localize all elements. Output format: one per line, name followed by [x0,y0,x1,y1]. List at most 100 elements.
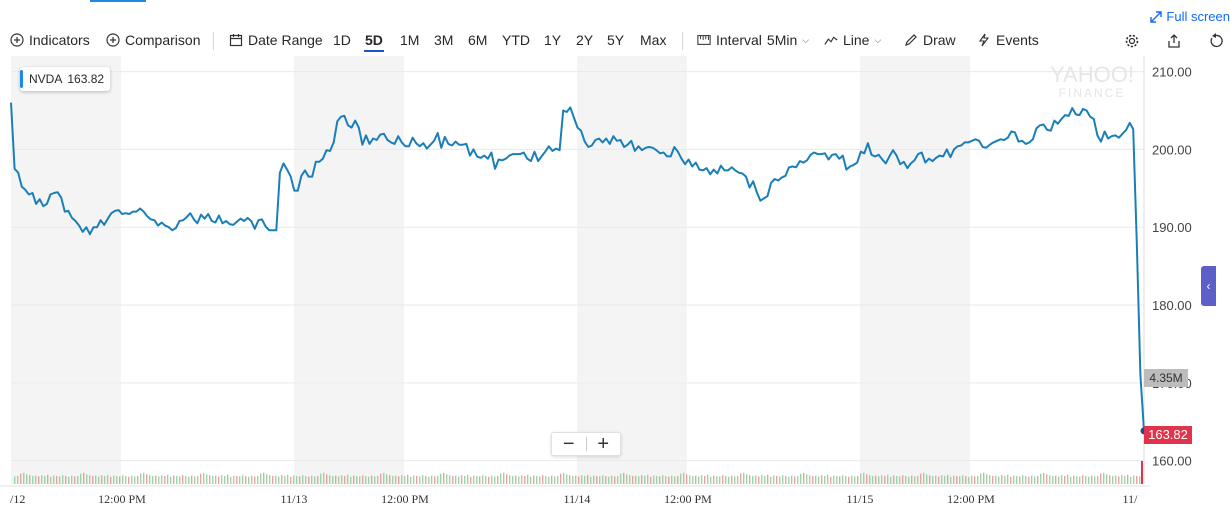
zoom-in-button[interactable]: + [597,433,610,455]
volume-bar [818,476,820,484]
volume-bar [428,476,430,484]
range-3m[interactable]: 3M [434,32,454,48]
volume-bar [1061,475,1063,484]
y-tick-label: 160.00 [1152,454,1192,469]
volume-bar [452,476,454,484]
volume-bar [962,475,964,484]
volume-bar [896,476,898,484]
volume-bar [182,475,184,484]
volume-bar [176,476,178,484]
volume-bar [1040,473,1042,484]
side-panel-toggle[interactable]: ‹ [1201,266,1216,306]
volume-bar [263,472,265,484]
volume-bar [65,476,67,484]
range-6m[interactable]: 6M [468,32,488,48]
volume-bar [1127,474,1129,484]
top-accent-bar [90,0,146,2]
volume-bar [368,476,370,484]
chart-toolbar: Indicators Comparison Date Range 1D 5D 1… [0,28,1230,54]
indicators-button[interactable]: Indicators [10,32,90,48]
volume-bar [503,472,505,484]
volume-bar [512,476,514,484]
volume-bar [578,476,580,484]
volume-bar [875,475,877,484]
events-button[interactable]: Events [977,32,1039,48]
range-1m[interactable]: 1M [400,32,420,48]
share-button[interactable] [1166,33,1182,52]
volume-bar [299,476,301,484]
volume-bar [533,475,535,484]
volume-bar [95,475,97,484]
volume-bar [770,476,772,484]
volume-bar [566,474,568,484]
range-5d[interactable]: 5D [364,32,384,52]
volume-bar [680,473,682,484]
series-legend[interactable]: NVDA 163.82 [20,67,111,91]
reset-button[interactable] [1208,33,1224,52]
volume-bar [941,475,943,484]
volume-bar [599,476,601,484]
range-5y[interactable]: 5Y [607,32,625,48]
volume-bar [1076,476,1078,484]
interval-value: 5Min [766,32,798,48]
volume-bar [323,472,325,484]
volume-bar [371,475,373,484]
full-screen-button[interactable]: Full screen [1150,9,1230,24]
volume-bar [1055,475,1057,484]
volume-bar [1085,476,1087,484]
chart-type-dropdown[interactable]: Line ⌵ [824,32,881,48]
range-2y[interactable]: 2Y [576,32,594,48]
calendar-icon [229,34,243,47]
volume-bar [926,474,928,484]
volume-bar [854,476,856,484]
volume-bar [83,472,85,484]
range-1d[interactable]: 1D [333,32,351,48]
volume-bar [587,474,589,484]
volume-bar [431,475,433,484]
volume-bar [164,476,166,484]
volume-bar [908,476,910,484]
volume-bar [761,475,763,484]
volume-bar [341,475,343,484]
volume-bar [464,476,466,484]
volume-bar [398,476,400,484]
volume-bar [125,476,127,484]
volume-bar [62,475,64,484]
volume-bar [677,476,679,484]
volume-bar [281,475,283,484]
settings-button[interactable] [1124,33,1140,52]
volume-bar [296,476,298,484]
volume-bar [383,472,385,484]
volume-bar [152,476,154,484]
volume-bar [716,476,718,484]
volume-bar [161,475,163,484]
interval-dropdown[interactable]: Interval 5Min ⌵ [697,32,809,48]
range-ytd[interactable]: YTD [502,32,530,48]
zoom-out-button[interactable]: − [562,433,575,455]
volume-bar [935,475,937,484]
volume-bar [410,476,412,484]
volume-bar [14,476,16,484]
volume-bar [149,475,151,484]
volume-bar [1067,474,1069,484]
range-max[interactable]: Max [640,32,667,48]
date-range-button[interactable]: Date Range [229,32,323,48]
volume-bar [542,475,544,484]
x-axis-labels: /12 12:00 PM 11/13 12:00 PM 11/14 12:00 PM 11/… [10,492,1138,506]
draw-button[interactable]: Draw [904,32,956,48]
volume-bar [1103,472,1105,484]
volume-bar [548,476,550,484]
volume-bar [494,476,496,484]
volume-bar [698,476,700,484]
volume-bar [362,475,364,484]
volume-bar [443,472,445,484]
volume-bar [554,476,556,484]
volume-bar [1136,476,1138,484]
volume-bar [521,475,523,484]
comparison-button[interactable]: Comparison [106,32,200,48]
volume-bar [110,476,112,484]
volume-bar [557,476,559,484]
range-1y[interactable]: 1Y [544,32,562,48]
